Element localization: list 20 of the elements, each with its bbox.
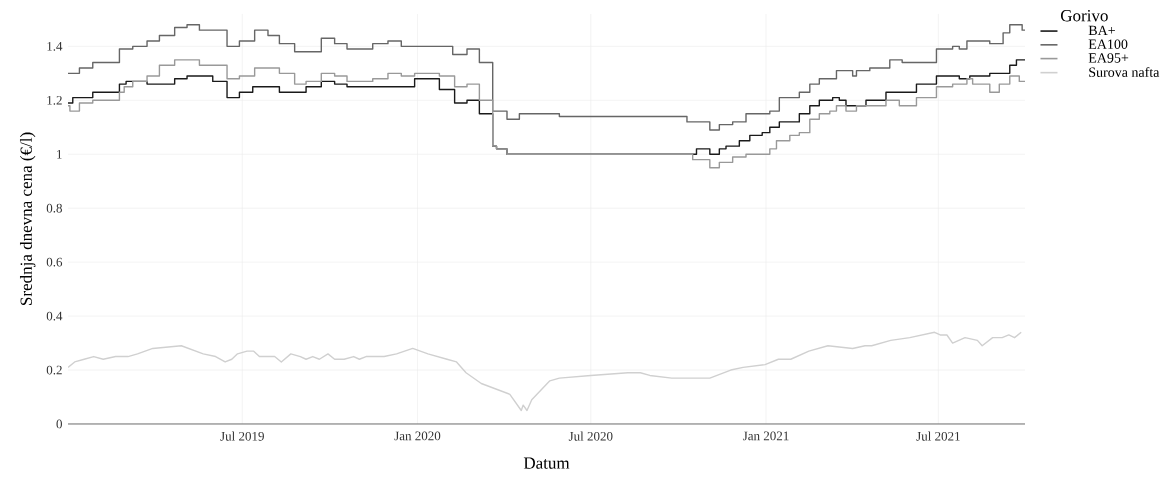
y-tick-label: 0.8	[46, 203, 62, 213]
x-tick-label: Jan 2020	[394, 431, 441, 441]
y-tick-label: 0.6	[46, 257, 63, 267]
y-tick-label: 1	[57, 149, 62, 159]
x-tick-label: Jul 2020	[568, 431, 613, 441]
legend-label: EA95+	[1088, 53, 1129, 63]
legend-title: Gorivo	[1060, 9, 1108, 22]
y-tick-label: 0	[56, 419, 62, 429]
y-tick-label: 0.2	[46, 365, 62, 375]
y-tick-label: 0.4	[46, 311, 63, 321]
y-axis-title: Srednja dnevna cena (€/l)	[19, 132, 36, 305]
y-tick-label: 1.2	[47, 95, 62, 105]
x-tick-label: Jul 2019	[220, 431, 264, 441]
legend-label: Surova nafta	[1089, 66, 1160, 77]
y-tick-label: 1.4	[47, 41, 63, 51]
legend-label: BA+	[1088, 25, 1115, 35]
legend-label: EA100	[1088, 39, 1128, 49]
x-tick-label: Jul 2021	[916, 431, 960, 441]
x-axis-title: Datum	[523, 457, 570, 469]
x-tick-label: Jan 2021	[742, 431, 789, 441]
